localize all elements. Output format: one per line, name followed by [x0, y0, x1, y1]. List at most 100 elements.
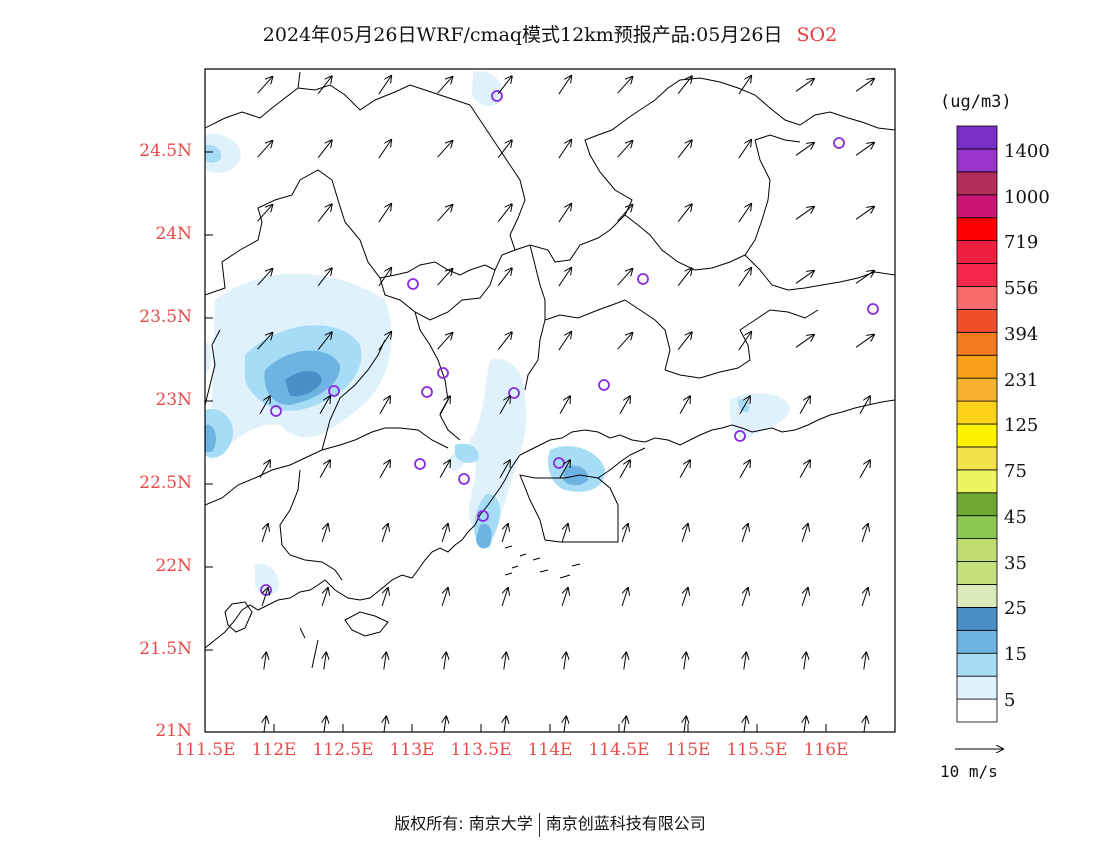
colorbar-swatch [956, 652, 998, 677]
wind-arrow [624, 653, 626, 670]
lat-label: 23N [155, 390, 192, 410]
lon-label: 113E [389, 740, 435, 760]
colorbar-swatch [956, 286, 998, 310]
station-marker [437, 367, 449, 379]
colorbar-swatch [956, 606, 998, 631]
wind-arrow [499, 460, 510, 478]
lat-label: 22.5N [139, 473, 192, 493]
colorbar-swatch [956, 194, 998, 219]
lon-label: 112.5E [312, 740, 374, 760]
wind-arrow [561, 524, 568, 543]
wind-arrow [739, 460, 750, 478]
wind-arrow [624, 717, 626, 732]
wind-arrow [859, 460, 870, 478]
wind-arrow [324, 653, 326, 670]
colorbar-swatch [956, 675, 998, 700]
wind-arrow [738, 204, 751, 223]
wind-arrow [801, 524, 808, 543]
lon-label: 115.5E [726, 740, 788, 760]
lon-label: 114E [527, 740, 573, 760]
wind-arrow [444, 653, 446, 670]
wind-arrow [677, 76, 692, 95]
wind-arrow [504, 717, 506, 732]
wind-arrow [744, 653, 746, 670]
wind-arrow [444, 717, 446, 732]
colorbar-label: 35 [1004, 553, 1027, 574]
wind-arrow [504, 653, 506, 670]
chart-title: 2024年05月26日WRF/cmaq模式12km预报产品:05月26日 SO2 [0, 20, 1100, 47]
lat-label: 24N [155, 224, 192, 244]
lon-label: 116E [803, 740, 849, 760]
admin-boundaries [205, 71, 895, 581]
wind-arrow [561, 588, 568, 607]
colorbar-swatch [956, 263, 998, 287]
wind-arrow [501, 588, 508, 607]
colorbar-label: 719 [1004, 232, 1039, 253]
station-marker [833, 137, 845, 149]
colorbar-label: 556 [1004, 278, 1039, 299]
colorbar-swatch [956, 446, 998, 471]
station-marker [598, 379, 610, 391]
wind-arrow [439, 460, 450, 478]
lat-label: 21N [155, 721, 192, 741]
colorbar-label: 75 [1004, 461, 1027, 482]
colorbar-swatch [956, 515, 998, 540]
wind-arrow [855, 335, 874, 348]
wind-arrow [257, 269, 273, 286]
wind-arrow [795, 143, 814, 156]
wind-arrow [559, 396, 570, 414]
wind-arrow [257, 205, 273, 222]
wind-arrow [558, 268, 571, 287]
wind-arrow [499, 396, 510, 414]
station-marker [270, 405, 282, 417]
station-marker [508, 387, 520, 399]
wind-arrow [621, 588, 628, 607]
wind-arrow [738, 140, 751, 159]
colorbar-swatch [956, 492, 998, 517]
wind-arrow [317, 204, 332, 223]
wind-arrow [677, 268, 692, 287]
colorbar-swatch [956, 377, 998, 402]
wind-arrow [259, 396, 270, 414]
wind-arrow [799, 460, 810, 478]
colorbar-label: 231 [1004, 370, 1039, 391]
station-marker [637, 273, 649, 285]
wind-arrow [501, 524, 508, 543]
wind-arrow [379, 396, 390, 414]
wind-arrow [804, 653, 806, 670]
wind-arrow [378, 268, 391, 287]
station-marker [491, 90, 503, 102]
wind-vector-field [257, 76, 874, 732]
wind-arrow [319, 460, 330, 478]
wind-arrow [381, 588, 388, 607]
wind-arrow [795, 79, 814, 92]
wind-arrow [558, 140, 571, 159]
colorbar-label: 125 [1004, 415, 1039, 436]
lon-label: 113.5E [450, 740, 512, 760]
lon-label: 115E [665, 740, 711, 760]
wind-arrow [384, 653, 386, 670]
wind-arrow [317, 76, 332, 95]
colorbar-label: 45 [1004, 507, 1027, 528]
wind-arrow [439, 396, 450, 414]
wind-arrow [741, 524, 748, 543]
wind-arrow [319, 396, 330, 414]
wind-arrow [324, 717, 326, 732]
wind-arrow [739, 396, 750, 414]
colorbar-swatch [956, 331, 998, 356]
colorbar-label: 1400 [1004, 141, 1050, 162]
wind-arrow [621, 524, 628, 543]
wind-arrow [679, 396, 690, 414]
wind-arrow [617, 77, 633, 94]
wind-arrow [864, 717, 866, 732]
wind-arrow [378, 76, 391, 95]
wind-arrow [684, 717, 686, 732]
lon-label: 111.5E [174, 740, 236, 760]
wind-arrow [497, 332, 512, 351]
colorbar-swatch [956, 469, 998, 494]
wind-arrow [317, 332, 332, 351]
wind-arrow [677, 204, 692, 223]
station-marker [477, 510, 489, 522]
lat-label: 21.5N [139, 639, 192, 659]
